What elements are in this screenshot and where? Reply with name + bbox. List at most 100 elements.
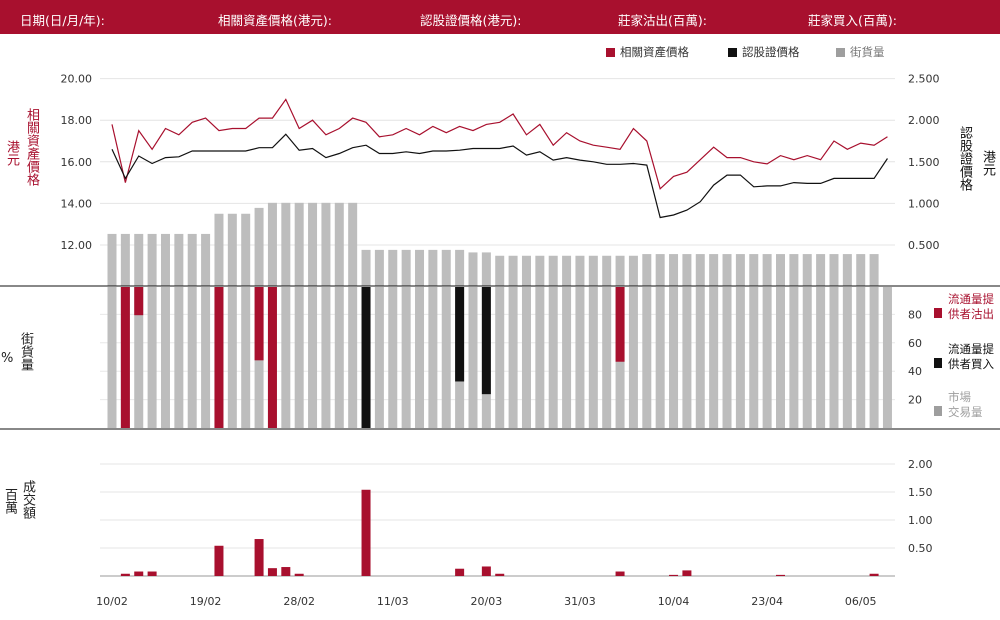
- turnover-bar: [615, 571, 625, 576]
- market-volume-bar: [441, 287, 451, 428]
- underlying-price-line: [111, 98, 888, 190]
- left-price-tick-label: 20.00: [61, 73, 93, 86]
- market-volume-bar: [281, 287, 291, 428]
- turnover-tick-label: 1.00: [908, 514, 933, 527]
- outstanding-bar: [655, 254, 665, 286]
- outstanding-bar: [521, 255, 531, 286]
- market-volume-bar: [722, 287, 732, 428]
- mm-buy-bar: [361, 287, 371, 428]
- left-price-tick-label: 14.00: [61, 197, 93, 210]
- outstanding-bar: [856, 254, 866, 286]
- market-volume-bar: [829, 287, 839, 428]
- market-volume-bar: [321, 287, 331, 428]
- turnover-bar: [669, 574, 679, 576]
- legend-underlying-swatch: [606, 48, 615, 57]
- turnover-tick-label: 2.00: [908, 458, 933, 471]
- outstanding-bar: [107, 233, 117, 286]
- mm-sell-bar: [134, 287, 144, 316]
- turnover-bar: [361, 489, 371, 576]
- outstanding-bar: [722, 254, 732, 286]
- x-tick-label: 10/04: [658, 595, 690, 608]
- pct-axis-title: 街貨量: [18, 332, 33, 371]
- outstanding-bar: [575, 255, 585, 286]
- outstanding-bar: [816, 254, 826, 286]
- side-legend-buy-line1: 流通量提: [948, 342, 994, 356]
- mm-sell-bar: [120, 287, 130, 428]
- outstanding-bar: [789, 254, 799, 286]
- x-tick-label: 19/02: [190, 595, 222, 608]
- market-volume-bar: [521, 287, 531, 428]
- outstanding-bar: [160, 233, 170, 286]
- market-volume-bar: [588, 287, 598, 428]
- side-legend-market: 市場 交易量: [934, 390, 1000, 420]
- market-volume-bar: [428, 287, 438, 428]
- header-underlying-price: 相關資產價格(港元):: [218, 13, 332, 28]
- market-volume-bar: [749, 287, 759, 428]
- right-price-axis-unit: 港元: [980, 150, 995, 176]
- market-volume-bar: [776, 287, 785, 428]
- header-warrant-price: 認股證價格(港元):: [420, 13, 522, 28]
- market-volume-bar: [762, 287, 772, 428]
- outstanding-bar: [294, 202, 304, 286]
- outstanding-bar: [254, 207, 264, 286]
- market-volume-bar: [348, 287, 358, 428]
- turnover-tick-label: 1.50: [908, 486, 933, 499]
- legend-underlying: 相關資產價格: [606, 44, 689, 60]
- outstanding-bar: [241, 213, 251, 286]
- left-price-tick-label: 18.00: [61, 114, 93, 127]
- market-volume-bar: [334, 287, 344, 428]
- outstanding-bar: [802, 254, 812, 286]
- outstanding-bar: [120, 233, 130, 286]
- outstanding-bar: [562, 255, 572, 286]
- market-volume-bar: [107, 287, 117, 428]
- x-tick-label: 20/03: [471, 595, 503, 608]
- market-volume-bar: [709, 287, 719, 428]
- turnover-bar: [134, 571, 144, 576]
- market-volume-bar: [401, 287, 411, 428]
- outstanding-bar: [776, 254, 785, 286]
- market-volume-bar: [628, 287, 638, 428]
- right-price-axis-title: 認股證價格: [957, 126, 972, 191]
- turnover-bar: [214, 545, 224, 576]
- mm-buy-bar: [481, 287, 491, 395]
- outstanding-bar: [669, 254, 679, 286]
- market-volume-bar: [869, 287, 879, 428]
- market-volume-bar: [495, 287, 505, 428]
- outstanding-bar: [267, 202, 277, 286]
- outstanding-bar: [628, 255, 638, 286]
- legend-warrant: 認股證價格: [728, 44, 800, 60]
- turnover-bar: [281, 567, 291, 576]
- market-volume-bar: [789, 287, 799, 428]
- turnover-bar: [294, 573, 304, 576]
- outstanding-bar: [468, 252, 478, 286]
- market-volume-bar: [816, 287, 826, 428]
- market-volume-bar: [187, 287, 197, 428]
- turnover-bar: [776, 574, 785, 576]
- outstanding-bar: [749, 254, 759, 286]
- outstanding-bar: [348, 202, 358, 286]
- market-volume-bar: [294, 287, 304, 428]
- turnover-bar: [147, 571, 157, 576]
- side-legend-sell-swatch: [934, 308, 942, 318]
- turnover-axis-title: 成交額: [20, 480, 35, 519]
- outstanding-bar: [134, 233, 144, 286]
- outstanding-bar: [361, 249, 371, 286]
- mm-buy-bar: [455, 287, 465, 382]
- side-legend-market-line1: 市場: [948, 390, 971, 404]
- market-volume-bar: [160, 287, 170, 428]
- market-volume-bar: [682, 287, 692, 428]
- market-volume-bar: [642, 287, 652, 428]
- outstanding-bar: [321, 202, 331, 286]
- outstanding-bar: [481, 252, 491, 286]
- turnover-axis-unit: 百萬: [2, 488, 17, 514]
- right-price-tick-label: 0.500: [908, 239, 940, 252]
- outstanding-bar: [762, 254, 772, 286]
- market-volume-bar: [562, 287, 572, 428]
- market-volume-bar: [508, 287, 518, 428]
- turnover-bar: [120, 573, 130, 576]
- side-legend-market-swatch: [934, 406, 942, 416]
- pct-tick-label: 20: [908, 394, 922, 407]
- outstanding-bar: [415, 249, 425, 286]
- outstanding-bar: [735, 254, 745, 286]
- market-volume-bar: [856, 287, 866, 428]
